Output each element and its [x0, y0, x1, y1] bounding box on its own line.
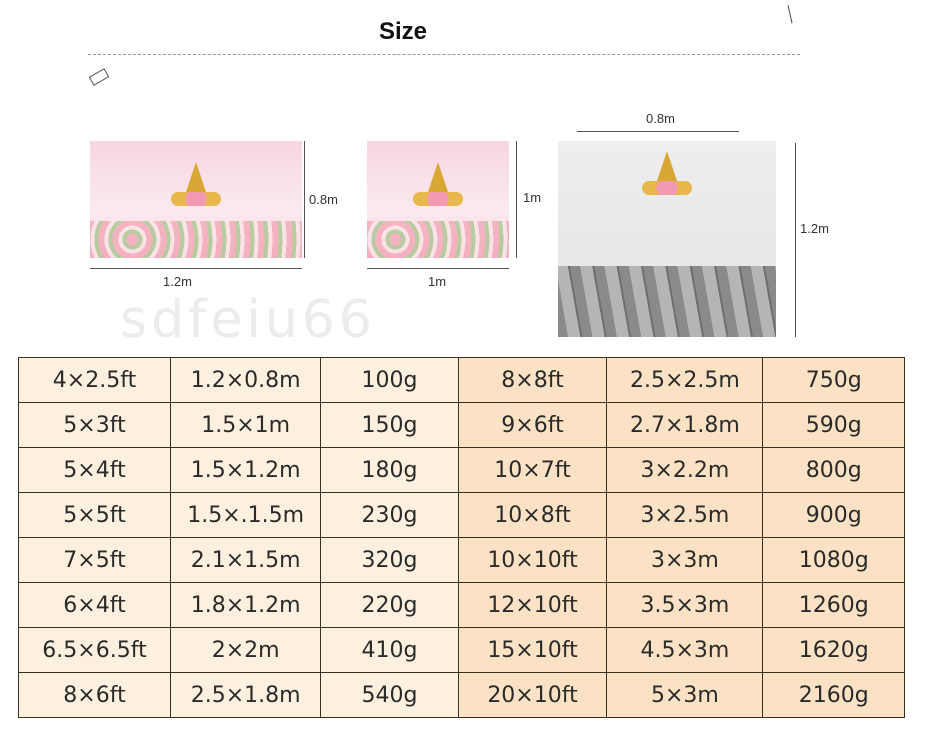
size-m-cell: 1.2×0.8m: [170, 357, 322, 403]
weight-cell: 410g: [320, 627, 459, 673]
weight-cell: 800g: [762, 447, 905, 493]
size-m-cell: 1.8×1.2m: [170, 582, 322, 628]
unicorn-graphic: [642, 150, 692, 211]
table-row: 6×4ft 1.8×1.2m 220g 12×10ft 3.5×3m 1260g: [17, 582, 905, 628]
weight-cell: 100g: [320, 357, 459, 403]
size-ft-cell: 8×6ft: [17, 672, 172, 718]
size-ft-cell: 10×10ft: [457, 537, 608, 583]
unicorn-graphic: [413, 162, 463, 222]
size-ft-cell: 9×6ft: [457, 402, 608, 448]
size-m-cell: 1.5×.1.5m: [170, 492, 322, 538]
size-m-cell: 2.7×1.8m: [606, 402, 764, 448]
height-label: 0.8m: [309, 192, 338, 207]
weight-cell: 150g: [320, 402, 459, 448]
size-ft-cell: 10×8ft: [457, 492, 608, 538]
dim-line: [516, 141, 517, 258]
weight-cell: 750g: [762, 357, 905, 403]
dim-line: [90, 268, 302, 269]
size-m-cell: 4.5×3m: [606, 627, 764, 673]
size-m-cell: 5×3m: [606, 672, 764, 718]
weight-cell: 1080g: [762, 537, 905, 583]
width-label: 0.8m: [646, 111, 675, 126]
size-ft-cell: 5×4ft: [17, 447, 172, 493]
watermark: sdfeiu66: [120, 290, 376, 350]
weight-cell: 590g: [762, 402, 905, 448]
weight-cell: 2160g: [762, 672, 905, 718]
flowers-graphic: [367, 220, 509, 258]
size-m-cell: 3.5×3m: [606, 582, 764, 628]
size-ft-cell: 15×10ft: [457, 627, 608, 673]
table-row: 5×3ft 1.5×1m 150g 9×6ft 2.7×1.8m 590g: [17, 402, 905, 448]
size-m-cell: 1.5×1m: [170, 402, 322, 448]
weight-cell: 230g: [320, 492, 459, 538]
weight-cell: 1260g: [762, 582, 905, 628]
size-table: 4×2.5ft 1.2×0.8m 100g 8×8ft 2.5×2.5m 750g 5×3f…: [17, 357, 905, 718]
size-ft-cell: 7×5ft: [17, 537, 172, 583]
weight-cell: 220g: [320, 582, 459, 628]
backdrop-preview-square: [367, 141, 509, 258]
size-m-cell: 3×2.2m: [606, 447, 764, 493]
size-m-cell: 2.1×1.5m: [170, 537, 322, 583]
weight-cell: 900g: [762, 492, 905, 538]
dim-line: [577, 131, 739, 132]
size-ft-cell: 5×3ft: [17, 402, 172, 448]
table-row: 6.5×6.5ft 2×2m 410g 15×10ft 4.5×3m 1620g: [17, 627, 905, 673]
table-row: 5×5ft 1.5×.1.5m 230g 10×8ft 3×2.5m 900g: [17, 492, 905, 538]
dim-line: [304, 141, 305, 258]
size-ft-cell: 5×5ft: [17, 492, 172, 538]
height-label: 1.2m: [800, 221, 829, 236]
weight-cell: 320g: [320, 537, 459, 583]
dim-line: [795, 143, 796, 337]
size-ft-cell: 8×8ft: [457, 357, 608, 403]
table-row: 4×2.5ft 1.2×0.8m 100g 8×8ft 2.5×2.5m 750g: [17, 357, 905, 403]
size-m-cell: 2.5×2.5m: [606, 357, 764, 403]
table-row: 5×4ft 1.5×1.2m 180g 10×7ft 3×2.2m 800g: [17, 447, 905, 493]
table-row: 8×6ft 2.5×1.8m 540g 20×10ft 5×3m 2160g: [17, 672, 905, 718]
weight-cell: 1620g: [762, 627, 905, 673]
size-ft-cell: 20×10ft: [457, 672, 608, 718]
dim-line: [367, 268, 509, 269]
ruler-icon: [88, 68, 110, 86]
size-ft-cell: 4×2.5ft: [17, 357, 172, 403]
weight-cell: 180g: [320, 447, 459, 493]
size-m-cell: 2×2m: [170, 627, 322, 673]
size-ft-cell: 6×4ft: [17, 582, 172, 628]
size-m-cell: 3×3m: [606, 537, 764, 583]
flowers-graphic: [90, 220, 302, 258]
weight-cell: 540g: [320, 672, 459, 718]
unicorn-graphic: [171, 162, 221, 222]
size-m-cell: 1.5×1.2m: [170, 447, 322, 493]
width-label: 1m: [428, 274, 447, 289]
height-label: 1m: [523, 190, 542, 205]
size-ft-cell: 10×7ft: [457, 447, 608, 493]
size-ft-cell: 12×10ft: [457, 582, 608, 628]
size-m-cell: 3×2.5m: [606, 492, 764, 538]
wood-floor-graphic: [558, 266, 776, 337]
pen-icon: ╱: [781, 5, 799, 23]
size-m-cell: 2.5×1.8m: [170, 672, 322, 718]
width-label: 1.2m: [163, 274, 192, 289]
size-title: Size: [379, 18, 428, 45]
backdrop-preview-wide: [90, 141, 302, 258]
divider: [88, 54, 800, 55]
backdrop-preview-with-floor: [558, 141, 776, 337]
size-ft-cell: 6.5×6.5ft: [17, 627, 172, 673]
table-row: 7×5ft 2.1×1.5m 320g 10×10ft 3×3m 1080g: [17, 537, 905, 583]
